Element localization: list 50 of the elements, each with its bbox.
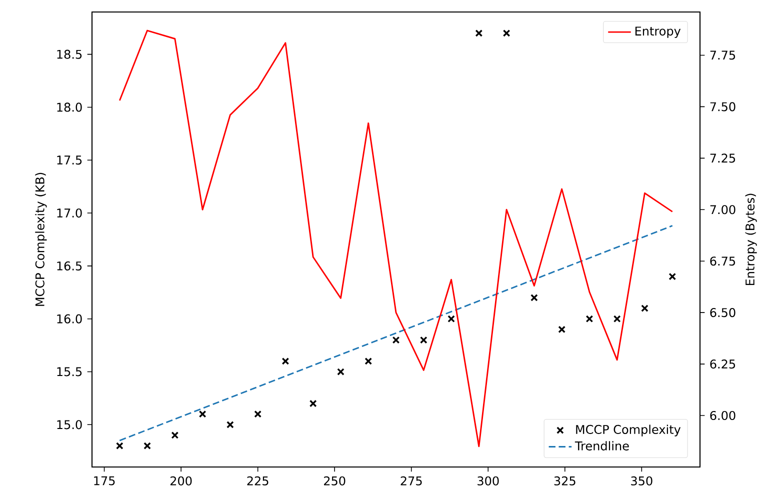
y2-axis-title: Entropy (Bytes) <box>745 194 757 286</box>
y2-tick-label: 7.75 <box>710 50 736 60</box>
point <box>309 400 317 408</box>
point <box>502 29 510 37</box>
point <box>641 304 648 312</box>
point <box>558 326 566 334</box>
y2-tick-label: 6.00 <box>710 410 736 420</box>
point <box>448 315 455 323</box>
y2-tick-label: 6.50 <box>710 308 736 318</box>
y2-tick-label: 7.25 <box>710 154 736 163</box>
y-tick-label: 18.5 <box>57 50 82 59</box>
y-tick-label: 15.0 <box>57 420 82 430</box>
point <box>254 410 262 418</box>
y-tick-label: 17.5 <box>57 156 82 165</box>
point <box>198 410 206 418</box>
y-tick-label: 16.0 <box>57 314 82 324</box>
legend-label: Trendline <box>574 441 629 450</box>
point <box>116 442 124 450</box>
x-tick-label: 225 <box>247 476 268 486</box>
point <box>337 368 344 376</box>
point <box>668 272 676 280</box>
point <box>420 336 428 344</box>
x-tick-label: 250 <box>324 476 346 486</box>
y-tick-label: 17.0 <box>57 208 82 218</box>
point <box>226 420 234 428</box>
x-tick-label: 175 <box>94 476 115 486</box>
y-tick-label: 16.5 <box>57 261 82 270</box>
x-tick-label: 325 <box>554 476 576 486</box>
x-tick-label: 350 <box>631 476 652 486</box>
x-tick-label: 200 <box>170 476 192 486</box>
y2-tick-label: 7.50 <box>710 102 736 112</box>
point <box>530 294 538 302</box>
point <box>144 442 151 450</box>
point <box>364 357 372 365</box>
legend-label: Entropy <box>635 26 681 38</box>
y-tick-label: 18.0 <box>57 102 82 112</box>
y-axis-title: MCCP Complexity (KB) <box>35 172 47 306</box>
y2-tick-label: 6.75 <box>710 256 736 266</box>
point <box>586 315 594 323</box>
x-tick-label: 300 <box>478 476 499 486</box>
y2-tick-label: 6.25 <box>710 360 736 369</box>
legend-label: MCCP Complexity <box>576 424 681 436</box>
y-tick-label: 15.5 <box>57 367 82 376</box>
point <box>171 432 179 439</box>
y2-tick-label: 7.00 <box>710 205 736 214</box>
point <box>475 29 483 37</box>
point <box>613 315 621 323</box>
point <box>392 336 400 344</box>
x-tick-label: 275 <box>400 476 422 486</box>
point <box>282 357 290 365</box>
